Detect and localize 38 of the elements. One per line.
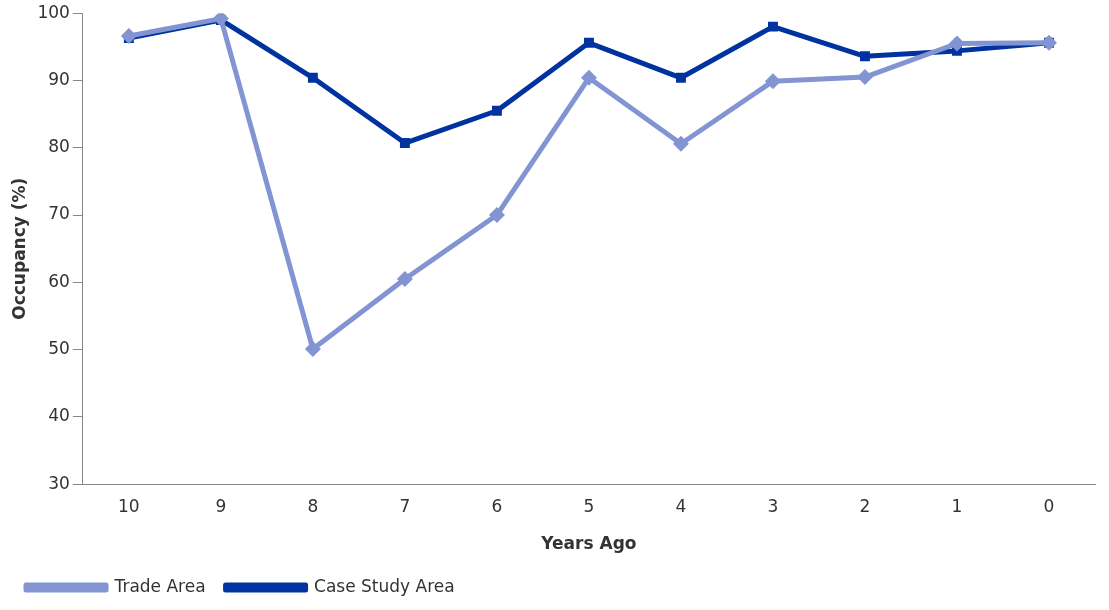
x-tick-label: 4 xyxy=(675,495,687,516)
point xyxy=(307,72,318,83)
x-tick-label: 7 xyxy=(399,495,411,516)
x-tick-label: 6 xyxy=(491,495,503,516)
point xyxy=(768,21,778,32)
point xyxy=(491,105,502,116)
point xyxy=(675,72,686,83)
y-tick-label: 40 xyxy=(48,405,70,426)
x-tick-label: 3 xyxy=(767,495,779,516)
point xyxy=(120,28,137,45)
point xyxy=(948,35,965,52)
y-tick-label: 50 xyxy=(48,338,70,359)
x-tick-label: 9 xyxy=(215,495,227,516)
point xyxy=(396,270,413,287)
point xyxy=(304,340,321,357)
y-tick-label: 90 xyxy=(48,68,70,89)
y-tick-label: 30 xyxy=(48,472,70,493)
x-tick-label: 8 xyxy=(307,495,319,516)
y-tick-label: 100 xyxy=(37,1,70,22)
point xyxy=(583,37,594,48)
y-tick-label: 80 xyxy=(48,136,70,157)
y-tick-label: 70 xyxy=(48,203,70,224)
point xyxy=(399,138,410,149)
y-tick-label: 60 xyxy=(48,270,70,291)
x-tick-label: 10 xyxy=(118,495,140,516)
x-tick-label: 1 xyxy=(951,495,963,516)
point xyxy=(860,51,870,62)
x-tick-label: 2 xyxy=(859,495,871,516)
legend-label: Case Study Area xyxy=(314,575,455,596)
y-axis-title: Occupancy (%) xyxy=(8,177,29,320)
point xyxy=(488,207,505,224)
x-tick-label: 5 xyxy=(583,495,595,516)
x-tick-label: 0 xyxy=(1043,495,1055,516)
point xyxy=(672,135,689,152)
legend-label: Trade Area xyxy=(113,575,206,596)
point xyxy=(580,69,597,86)
point xyxy=(764,73,781,90)
x-axis-title: Years Ago xyxy=(540,533,637,554)
